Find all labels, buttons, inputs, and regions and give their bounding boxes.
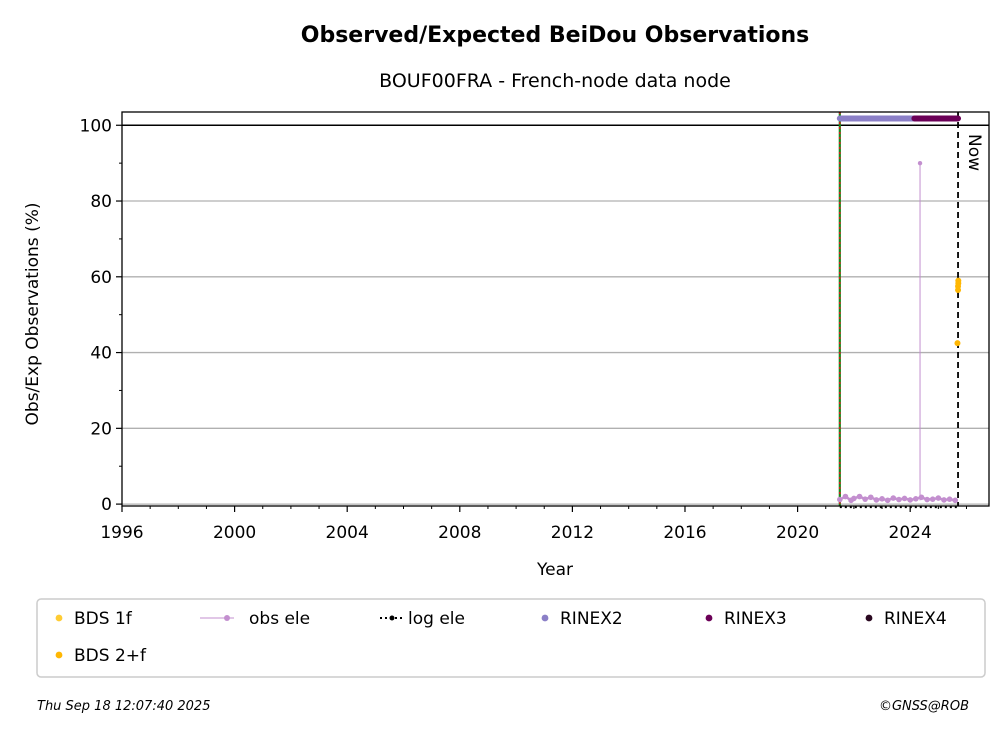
x-tick-label: 2020 bbox=[776, 523, 819, 543]
legend-marker bbox=[865, 614, 873, 622]
chart-title: Observed/Expected BeiDou Observations bbox=[301, 23, 810, 48]
obs-ele-point bbox=[842, 493, 849, 500]
legend-label: obs ele bbox=[249, 609, 310, 629]
x-tick-label: 2012 bbox=[551, 523, 594, 543]
legend-marker bbox=[541, 614, 549, 622]
bds2f-point bbox=[955, 277, 962, 284]
y-tick-label: 20 bbox=[90, 419, 112, 439]
legend-label: log ele bbox=[408, 609, 465, 629]
legend-label: RINEX2 bbox=[560, 609, 623, 629]
y-tick-label: 0 bbox=[101, 495, 112, 515]
obs-ele-point bbox=[935, 495, 942, 501]
obs-ele-spike-point bbox=[917, 160, 923, 166]
x-tick-label: 2008 bbox=[438, 523, 481, 543]
legend-label: BDS 1f bbox=[74, 609, 133, 629]
obs-ele-point bbox=[907, 497, 913, 503]
legend-marker bbox=[55, 651, 63, 659]
obs-ele-point bbox=[896, 496, 902, 503]
obs-ele-point bbox=[879, 496, 885, 502]
y-tick-label: 40 bbox=[90, 344, 112, 364]
legend-item: BDS 1f bbox=[55, 609, 133, 629]
obs-ele-point bbox=[862, 496, 868, 502]
legend-marker bbox=[389, 615, 395, 621]
footer-timestamp: Thu Sep 18 12:07:40 2025 bbox=[37, 699, 210, 714]
obs-ele-point bbox=[890, 495, 897, 501]
footer-credit: ©GNSS@ROB bbox=[879, 699, 969, 714]
obs-ele-point bbox=[913, 496, 919, 502]
obs-ele-point bbox=[837, 496, 843, 503]
legend-label: RINEX3 bbox=[724, 609, 787, 629]
legend-marker bbox=[705, 614, 713, 622]
legend-item: log ele bbox=[380, 609, 465, 629]
legend-item: RINEX3 bbox=[705, 609, 787, 629]
data-marks bbox=[836, 112, 962, 509]
obs-ele-point bbox=[851, 495, 857, 502]
x-tick-label: 2024 bbox=[889, 523, 932, 543]
legend-label: BDS 2+f bbox=[74, 646, 147, 666]
legend-item: BDS 2+f bbox=[55, 646, 147, 666]
x-axis-label: Year bbox=[536, 560, 573, 580]
plot-frame bbox=[121, 111, 990, 507]
x-tick-label: 2000 bbox=[213, 523, 256, 543]
obs-ele-point bbox=[929, 496, 936, 502]
now-label: Now bbox=[964, 134, 984, 171]
y-tick-label: 100 bbox=[80, 116, 112, 136]
y-tick-label: 80 bbox=[90, 192, 112, 212]
obs-ele-point bbox=[901, 495, 908, 502]
legend: BDS 1f obs ele log ele RINEX2 RINEX3 RINEX4 BD… bbox=[55, 609, 947, 666]
y-tick-label: 60 bbox=[90, 268, 112, 288]
legend-label: RINEX4 bbox=[884, 609, 947, 629]
legend-box bbox=[36, 598, 986, 678]
obs-ele-point bbox=[941, 497, 947, 503]
obs-ele-line bbox=[839, 495, 956, 502]
legend-item: RINEX4 bbox=[865, 609, 947, 629]
legend-marker bbox=[224, 615, 230, 621]
x-tick-label: 2016 bbox=[663, 523, 706, 543]
obs-ele-point bbox=[873, 497, 880, 503]
x-tick-label: 2004 bbox=[326, 523, 369, 543]
legend-item: RINEX2 bbox=[541, 609, 623, 629]
grid-lines bbox=[122, 124, 989, 505]
obs-ele-point bbox=[884, 497, 891, 504]
obs-ele-point bbox=[867, 494, 874, 501]
x-tick-label: 1996 bbox=[100, 523, 143, 543]
legend-marker bbox=[55, 614, 63, 622]
obs-ele-point bbox=[918, 494, 925, 501]
legend-item: obs ele bbox=[200, 609, 310, 629]
plot-area-border bbox=[121, 111, 990, 507]
obs-ele-point bbox=[946, 496, 953, 502]
y-axis-label: Obs/Exp Observations (%) bbox=[23, 203, 43, 426]
y-axis-ticks: 0 20 40 60 80 100 bbox=[80, 116, 122, 515]
bds2f-point bbox=[954, 340, 961, 347]
chart-subtitle: BOUF00FRA - French-node data node bbox=[379, 70, 731, 92]
obs-ele-point bbox=[924, 496, 930, 503]
obs-ele-point bbox=[856, 493, 863, 500]
x-axis-ticks: 1996 2000 2004 2008 2012 2016 2020 2024 bbox=[100, 506, 967, 543]
obs-ele-point bbox=[952, 497, 959, 504]
